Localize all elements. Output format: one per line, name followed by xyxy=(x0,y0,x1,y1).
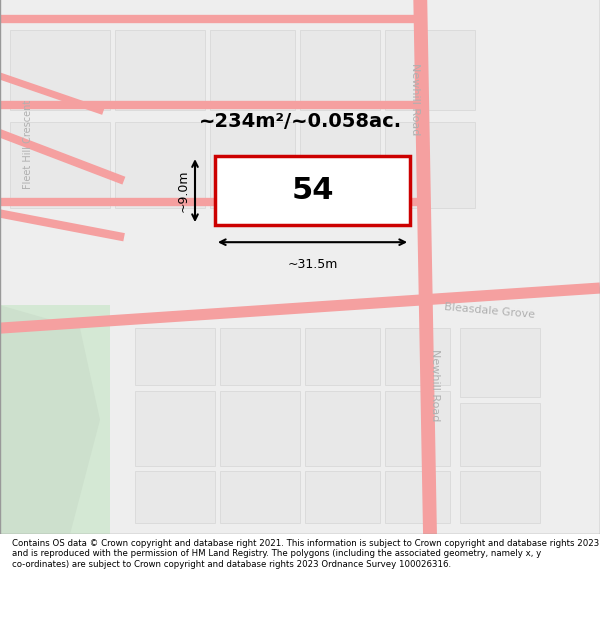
Bar xyxy=(135,391,215,466)
Text: Newhill Road: Newhill Road xyxy=(410,62,420,135)
Text: Bleasdale Grove: Bleasdale Grove xyxy=(444,302,536,320)
Bar xyxy=(115,30,205,111)
Bar xyxy=(300,122,380,208)
Bar xyxy=(135,471,215,523)
Text: 54: 54 xyxy=(291,176,334,205)
Bar xyxy=(460,471,540,523)
Bar xyxy=(10,328,90,397)
Text: 54, NEWHILL ROAD, BARNSLEY, S71 1XH: 54, NEWHILL ROAD, BARNSLEY, S71 1XH xyxy=(127,11,473,26)
Text: Contains OS data © Crown copyright and database right 2021. This information is : Contains OS data © Crown copyright and d… xyxy=(12,539,599,569)
Bar xyxy=(10,471,90,523)
Bar xyxy=(460,328,540,397)
Bar xyxy=(215,156,410,225)
Bar xyxy=(10,30,110,111)
Bar xyxy=(300,30,380,111)
Bar xyxy=(385,328,450,386)
Text: ~234m²/~0.058ac.: ~234m²/~0.058ac. xyxy=(199,112,401,131)
Bar xyxy=(305,328,380,386)
Bar xyxy=(385,391,450,466)
Bar xyxy=(115,122,205,208)
Text: ~9.0m: ~9.0m xyxy=(177,169,190,212)
Bar xyxy=(220,391,300,466)
Bar xyxy=(210,30,295,111)
Text: Map shows position and indicative extent of the property.: Map shows position and indicative extent… xyxy=(120,48,480,61)
Bar xyxy=(385,471,450,523)
Bar xyxy=(135,328,215,386)
Bar xyxy=(210,122,295,208)
Polygon shape xyxy=(0,305,110,442)
Bar xyxy=(0,305,110,534)
Bar xyxy=(305,391,380,466)
Bar xyxy=(305,471,380,523)
Bar xyxy=(460,402,540,466)
Bar xyxy=(10,402,90,466)
Bar xyxy=(10,122,110,208)
Text: Fleet Hill Crescent: Fleet Hill Crescent xyxy=(23,100,33,189)
Bar xyxy=(385,30,475,111)
Text: ~31.5m: ~31.5m xyxy=(287,258,338,271)
Bar xyxy=(220,328,300,386)
Text: Newhill Road: Newhill Road xyxy=(430,349,440,422)
Bar xyxy=(385,122,475,208)
Bar xyxy=(220,471,300,523)
Polygon shape xyxy=(0,305,100,534)
